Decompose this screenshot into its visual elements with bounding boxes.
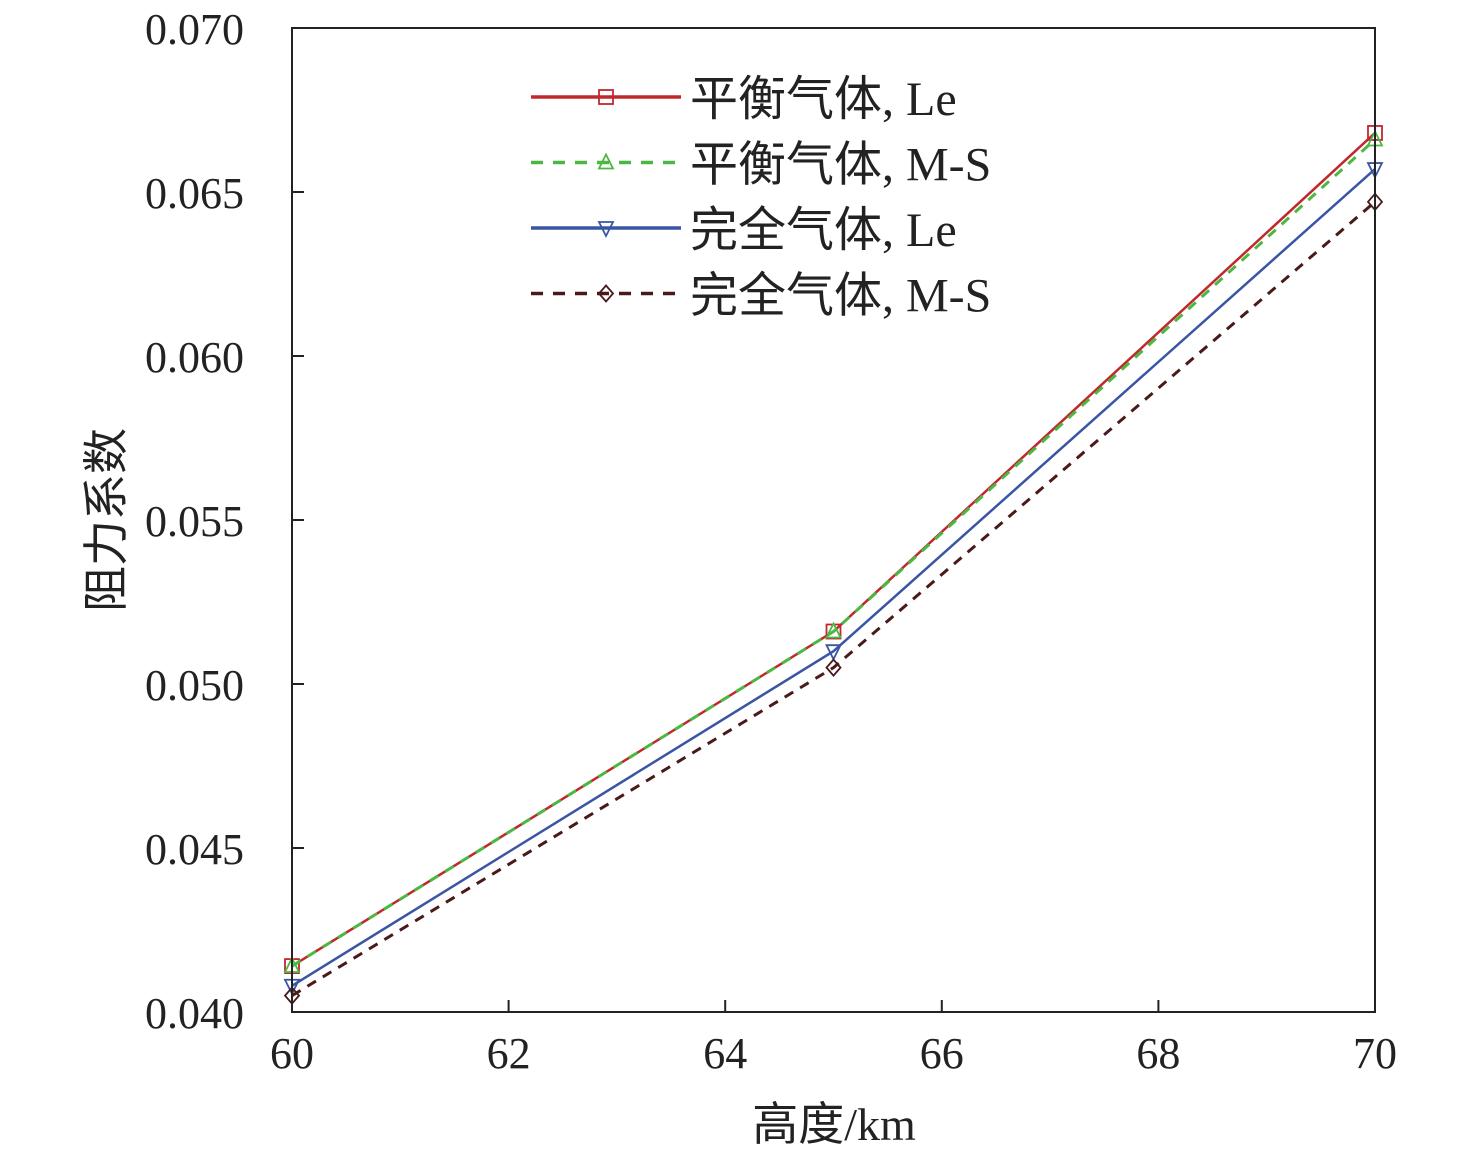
y-tick-label: 0.040 — [145, 989, 244, 1038]
legend-item: 平衡气体, M-S — [531, 139, 991, 192]
series-line — [291, 138, 1377, 968]
x-tick-label: 62 — [487, 1029, 531, 1078]
square-marker — [598, 89, 614, 105]
legend-label: 平衡气体, Le — [690, 73, 957, 126]
axes-layer: 60 62 64 66 68 70 0.040 0.045 0.050 0.055 0.060 0.0… — [145, 5, 1397, 1078]
x-tick-label: 64 — [703, 1029, 747, 1078]
triangle-down-marker — [825, 644, 842, 662]
legend-item: 完全气体, Le — [531, 204, 957, 257]
legend-label: 完全气体, M-S — [690, 270, 991, 323]
series-line — [291, 168, 1376, 987]
y-tick-label: 0.055 — [145, 497, 244, 546]
y-tick-label: 0.045 — [145, 825, 244, 874]
triangle-down-marker — [597, 221, 615, 239]
series-layer — [283, 125, 1384, 1005]
diamond-marker — [825, 658, 842, 677]
y-tick-label: 0.050 — [145, 661, 244, 710]
series-1 — [283, 129, 1384, 973]
y-tick-label: 0.060 — [145, 333, 244, 382]
y-tick-label: 0.065 — [145, 169, 244, 218]
y-tick-label: 0.070 — [145, 5, 244, 54]
diamond-marker — [597, 284, 615, 303]
legend: 平衡气体, Le 平衡气体, M-S 完全气体, Le 完全气体, M-S — [531, 73, 991, 323]
x-axis-label: 高度/km — [752, 1099, 916, 1150]
legend-label: 完全气体, Le — [690, 204, 957, 257]
x-tick-label: 60 — [270, 1029, 314, 1078]
triangle-up-marker — [825, 621, 842, 639]
x-tick-label: 66 — [920, 1029, 964, 1078]
x-tick-label: 70 — [1353, 1029, 1397, 1078]
x-tick-label: 68 — [1136, 1029, 1180, 1078]
legend-item: 平衡气体, Le — [531, 73, 957, 126]
legend-item: 完全气体, M-S — [531, 270, 991, 323]
triangle-up-marker — [597, 152, 615, 170]
legend-label: 平衡气体, M-S — [690, 139, 991, 192]
y-axis-label: 阻力系数 — [81, 428, 132, 612]
series-line — [291, 132, 1376, 968]
series-line — [291, 200, 1376, 997]
